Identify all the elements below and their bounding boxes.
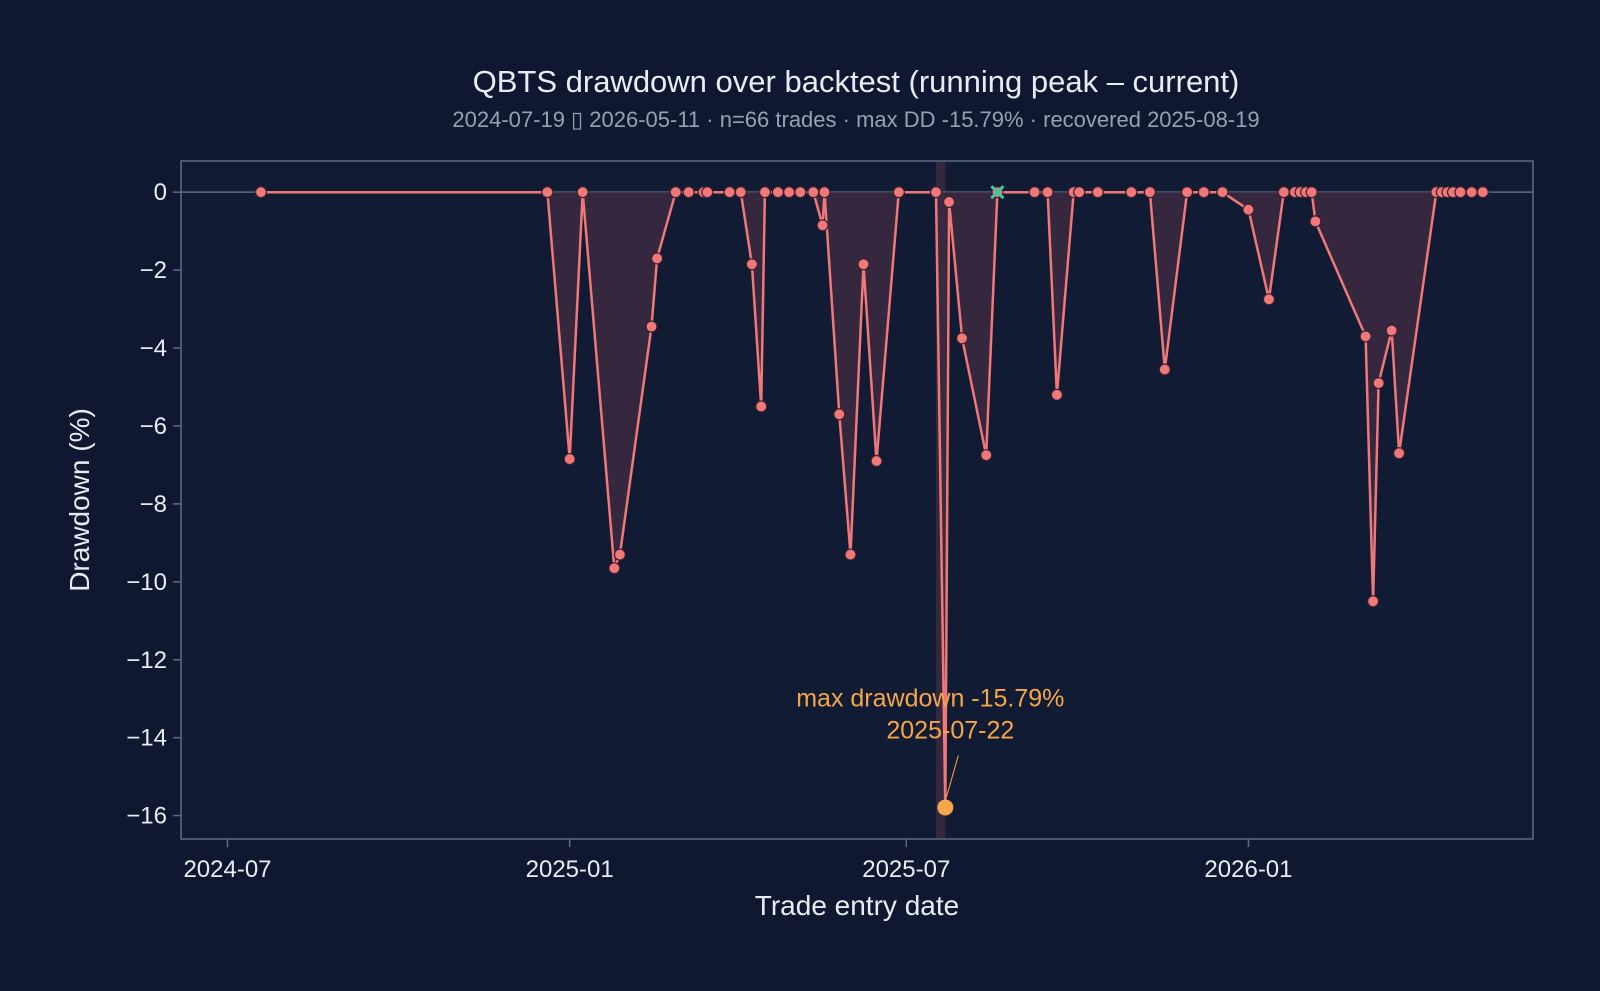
- drawdown-point: [682, 186, 695, 199]
- x-tick-label: 2025-01: [526, 856, 614, 883]
- drawdown-point: [794, 186, 807, 199]
- drawdown-point: [254, 186, 268, 199]
- drawdown-point: [563, 452, 576, 466]
- drawdown-point: [734, 186, 747, 199]
- drawdown-point: [870, 454, 883, 468]
- chart-subtitle: 2024-07-19 ▯ 2026-05-11 · n=66 trades · …: [452, 107, 1259, 132]
- annotation-leader-line: [945, 755, 959, 798]
- drawdown-point: [1242, 203, 1255, 216]
- drawdown-point: [745, 258, 759, 271]
- drawdown-points: [254, 186, 1489, 608]
- drawdown-point: [818, 186, 831, 199]
- max-drawdown-label: max drawdown -15.79%: [796, 684, 1064, 712]
- drawdown-point: [844, 548, 857, 561]
- drawdown-point: [1050, 388, 1064, 401]
- drawdown-point: [1216, 186, 1229, 199]
- x-tick-label: 2024-07: [183, 856, 271, 883]
- y-tick-label: −16: [126, 803, 167, 830]
- drawdown-point: [758, 186, 772, 199]
- plot-frame: [180, 160, 1534, 840]
- drawdown-point: [1158, 363, 1171, 376]
- drawdown-point: [755, 400, 768, 413]
- y-tick-label: −6: [140, 413, 167, 440]
- drawdown-point: [807, 186, 820, 199]
- y-axis-label: Drawdown (%): [64, 408, 95, 592]
- x-tick-label: 2025-07: [862, 856, 950, 883]
- y-tick-label: −2: [140, 257, 167, 284]
- drawdown-point: [771, 186, 785, 199]
- drawdown-point: [1309, 215, 1322, 228]
- drawdown-point: [1028, 186, 1041, 199]
- drawdown-point: [1476, 186, 1489, 199]
- drawdown-area: [261, 192, 1483, 808]
- x-axis-label: Trade entry date: [755, 890, 959, 921]
- drawdown-point: [1125, 186, 1138, 199]
- x-axis-ticks: 2024-07 2025-01 2025-07 2026-01: [183, 839, 1293, 883]
- y-tick-label: −4: [140, 335, 167, 362]
- drawdown-point: [833, 408, 846, 421]
- drawdown-point: [1262, 293, 1276, 306]
- chart-title: QBTS drawdown over backtest (running pea…: [473, 64, 1240, 99]
- drawdown-point: [929, 186, 943, 199]
- drawdown-point: [942, 195, 956, 209]
- drawdown-point: [723, 186, 736, 199]
- y-axis-ticks: 0 −2 −4 −6 −8 −10 −12 −14 −16: [126, 179, 181, 830]
- drawdown-point: [613, 548, 626, 561]
- drawdown-point: [816, 219, 829, 232]
- max-drawdown-date-label: 2025-07-22: [886, 716, 1014, 744]
- drawdown-point: [955, 332, 969, 345]
- drawdown-point: [1454, 186, 1467, 199]
- drawdown-point: [1180, 186, 1194, 199]
- y-tick-label: −8: [140, 491, 167, 518]
- drawdown-point: [1372, 377, 1385, 390]
- drawdown-point: [1277, 186, 1290, 199]
- drawdown-point: [1041, 186, 1054, 199]
- drawdown-point: [892, 186, 905, 199]
- drawdown-point: [1091, 186, 1104, 199]
- y-tick-label: 0: [154, 179, 167, 206]
- drawdown-point: [1305, 186, 1318, 199]
- drawdown-point: [541, 186, 554, 199]
- x-tick-label: 2026-01: [1204, 856, 1292, 883]
- drawdown-point: [783, 186, 796, 199]
- drawdown-point: [1393, 447, 1406, 460]
- drawdown-point: [701, 186, 714, 199]
- y-tick-label: −14: [126, 725, 167, 752]
- drawdown-point: [1359, 330, 1372, 343]
- drawdown-point: [1143, 186, 1157, 199]
- drawdown-point: [1073, 186, 1086, 199]
- max-drawdown-marker: [937, 799, 954, 816]
- drawdown-point: [669, 186, 682, 199]
- recovery-marker: [990, 185, 1005, 200]
- drawdown-point: [1385, 324, 1398, 337]
- drawdown-point: [1366, 595, 1380, 608]
- drawdown-point: [645, 320, 658, 333]
- drawdown-point: [650, 252, 664, 265]
- drawdown-point: [857, 258, 870, 271]
- recovery-marker-stroke: [990, 185, 1005, 200]
- y-tick-label: −10: [126, 569, 167, 596]
- drawdown-point: [608, 562, 621, 575]
- drawdown-point: [1197, 186, 1210, 199]
- drawdown-point: [576, 186, 589, 199]
- y-tick-label: −12: [126, 647, 167, 674]
- drawdown-point: [980, 449, 993, 462]
- drawdown-point: [1465, 186, 1478, 199]
